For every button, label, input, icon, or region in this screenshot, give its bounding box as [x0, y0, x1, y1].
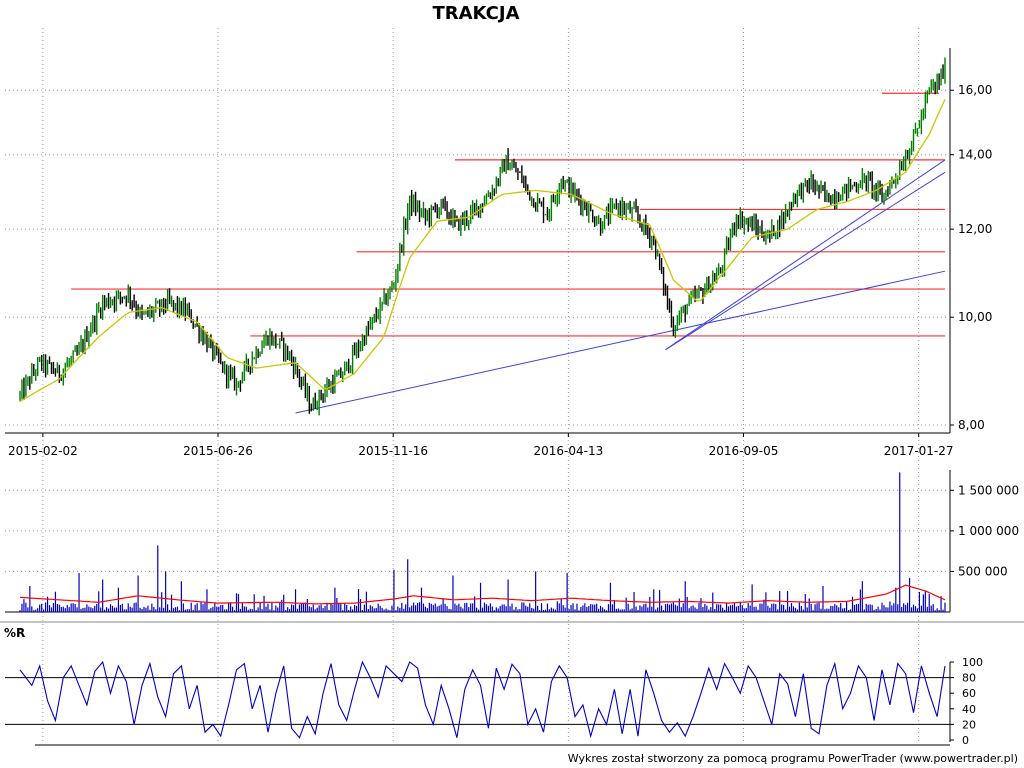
date-label: 2016-04-13	[533, 444, 603, 458]
date-label: 2017-01-27	[884, 444, 954, 458]
moving-average-line	[19, 99, 946, 402]
price-y-tick-label: 8,00	[958, 418, 985, 432]
volume-average-line	[19, 584, 946, 605]
footer-credit: Wykres został stworzony za pomocą progra…	[568, 752, 1018, 765]
oscillator-y-tick-label: 100	[962, 656, 983, 669]
oscillator-y-tick-label: 80	[962, 672, 976, 685]
date-label: 2016-09-05	[709, 444, 779, 458]
date-label: 2015-11-16	[358, 444, 428, 458]
volume-panel: 500 000 1 000 000 1 500 000	[5, 470, 1019, 613]
oscillator-y-tick-label: 60	[962, 687, 976, 700]
price-y-tick-label: 10,00	[958, 310, 992, 324]
trend-line	[665, 171, 946, 351]
volume-y-tick-label: 1 000 000	[958, 524, 1019, 538]
price-y-tick-label: 12,00	[958, 222, 992, 236]
oscillator-label: %R	[4, 626, 25, 640]
chart-title: TRAKCJA	[432, 3, 519, 24]
williams-r-line	[19, 660, 946, 739]
oscillator-y-tick-label: 40	[962, 703, 976, 716]
oscillator-y-tick-label: 0	[962, 734, 969, 747]
volume-y-tick-label: 1 500 000	[958, 483, 1019, 497]
trend-line	[295, 270, 946, 414]
oscillator-y-tick-label: 20	[962, 718, 976, 731]
williams-r-panel: 0 20 40 60 80 100	[0, 621, 1024, 747]
price-panel: 8,00 10,00 12,00 14,00 16,00 2015-02-02 2015-0…	[5, 28, 992, 742]
volume-y-tick-label: 500 000	[958, 564, 1008, 578]
date-label: 2015-06-26	[183, 444, 253, 458]
date-label: 2015-02-02	[8, 444, 78, 458]
trend-line	[665, 159, 946, 351]
price-y-tick-label: 16,00	[958, 83, 992, 97]
price-y-tick-label: 14,00	[958, 148, 992, 162]
